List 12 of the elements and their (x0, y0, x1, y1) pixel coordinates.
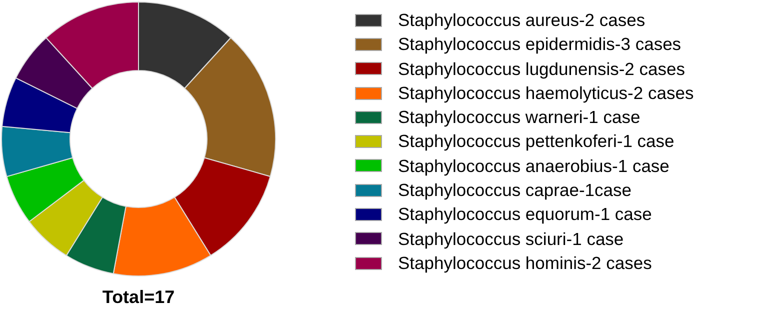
legend-label: Staphylococcus equorum-1 case (398, 203, 652, 226)
legend-label: Staphylococcus caprae-1case (398, 179, 632, 202)
legend-label: Staphylococcus aureus-2 cases (398, 9, 646, 32)
legend-label: Staphylococcus epidermidis-3 cases (398, 33, 682, 56)
legend-label: Staphylococcus haemolyticus-2 cases (398, 82, 694, 105)
text: Total=17 (102, 286, 175, 307)
legend-label: Staphylococcus sciuri-1 case (398, 228, 624, 251)
legend-label: Staphylococcus hominis-2 cases (398, 252, 652, 275)
legend-label: Staphylococcus pettenkoferi-1 case (398, 130, 674, 154)
legend-label: Staphylococcus warneri-1 case (398, 106, 640, 130)
legend-label: Staphylococcus lugdunensis-2 cases (398, 58, 685, 81)
legend-label: Staphylococcus anaerobius-1 case (398, 154, 670, 178)
